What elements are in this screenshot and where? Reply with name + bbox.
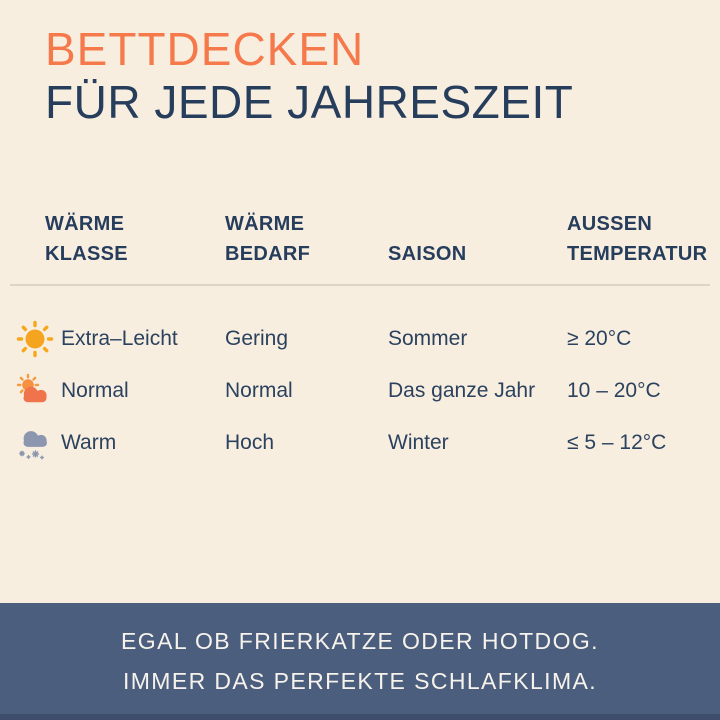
season-value: Winter	[388, 431, 449, 455]
column-header-waermeklasse: WÄRME KLASSE	[45, 213, 128, 265]
warmth-need-value: Hoch	[225, 431, 275, 455]
snow-cloud-icon	[14, 422, 56, 464]
season-value: Sommer	[388, 327, 468, 351]
warmth-need-value: Normal	[225, 379, 293, 403]
table-row-warm: Warm Hoch Winter ≤ 5 – 12°C	[14, 417, 720, 469]
footer-banner: EGAL OB FRIERKATZE ODER HOTDOG. IMMER DA…	[0, 603, 720, 720]
temperature-value: 10 – 20°C	[567, 379, 661, 403]
sun-cloud-icon	[14, 370, 56, 412]
column-header-waermebedarf: WÄRME BEDARF	[225, 213, 311, 265]
table-row-normal: Normal Normal Das ganze Jahr 10 – 20°C	[14, 365, 720, 417]
temperature-value: ≤ 5 – 12°C	[567, 431, 667, 455]
temperature-value: ≥ 20°C	[567, 327, 632, 351]
sun-icon	[14, 318, 56, 360]
table-row-extra-leicht: Extra–Leicht Gering Sommer ≥ 20°C	[14, 313, 720, 365]
column-header-saison: SAISON	[388, 242, 467, 265]
season-value: Das ganze Jahr	[388, 379, 536, 403]
warmth-need-value: Gering	[225, 327, 289, 351]
duvet-comparison-table: WÄRME KLASSE WÄRME BEDARF SAISON AUSSEN …	[10, 210, 720, 469]
column-header-aussentemperatur: AUSSEN TEMPERATUR	[567, 213, 708, 265]
warmth-class-label: Extra–Leicht	[61, 327, 178, 351]
footer-line-2: IMMER DAS PERFEKTE SCHLAFKLIMA.	[122, 667, 598, 694]
table-body: Extra–Leicht Gering Sommer ≥ 20°C	[14, 313, 720, 469]
footer-line-1: EGAL OB FRIERKATZE ODER HOTDOG.	[121, 627, 599, 654]
warmth-class-label: Warm	[61, 431, 117, 455]
table-header-row: WÄRME KLASSE WÄRME BEDARF SAISON AUSSEN …	[14, 210, 720, 269]
page-subtitle: FÜR JEDE JAHRESZEIT	[45, 75, 574, 128]
page-title: BETTDECKEN	[45, 23, 365, 75]
warmth-class-label: Normal	[61, 379, 129, 403]
header-divider	[10, 284, 710, 287]
title-block: BETTDECKEN FÜR JEDE JAHRESZEIT	[45, 24, 573, 127]
